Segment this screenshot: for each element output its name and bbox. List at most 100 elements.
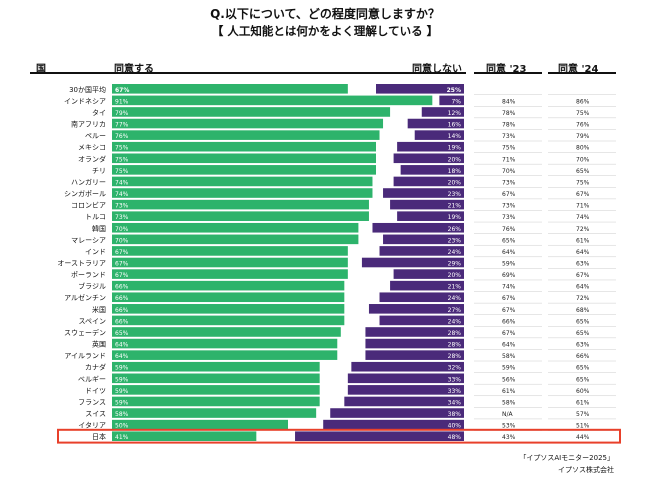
disagree-bar [347,373,464,384]
agree-2024-value: 80% [576,145,590,152]
disagree-value-label: 24% [448,249,462,256]
agree-value-label: 59% [115,399,129,406]
agree-2023-value: 71% [502,156,516,163]
agree-2024-value: 66% [576,353,590,360]
agree-2024-value: 75% [576,110,590,117]
agree-2023-value: 61% [502,388,516,395]
disagree-value-label: 33% [448,388,462,395]
agree-bar [112,246,348,256]
agree-2023-value: 53% [502,423,516,430]
agree-2024-value: 60% [576,388,590,395]
agree-value-label: 50% [115,423,129,430]
agree-2023-value: 84% [502,98,516,105]
header-country: 国 [36,64,46,75]
agree-value-label: 41% [115,434,129,441]
country-label: 米国 [92,305,106,314]
disagree-bar [365,327,464,337]
agree-value-label: 70% [115,237,129,244]
agree-2023-value: 78% [502,110,516,117]
disagree-bar [372,222,464,233]
agree-value-label: 70% [115,226,129,233]
agree-2024-value: 79% [576,133,590,140]
agree-2024-value: 65% [576,330,590,337]
agree-2023-value: 69% [502,272,516,279]
disagree-value-label: 28% [448,330,462,337]
disagree-bar [376,84,464,94]
agree-2023-value: 73% [502,179,516,186]
disagree-bar [383,234,464,245]
agree-bar [112,107,391,117]
agree-value-label: 75% [115,156,129,163]
agree-value-label: 66% [115,318,129,325]
country-label: オーストラリア [57,260,106,268]
agree-value-label: 73% [115,203,129,210]
agree-2024-value: 64% [576,284,590,291]
disagree-value-label: 38% [448,411,462,418]
agree-bar [112,292,345,303]
agree-value-label: 75% [115,168,129,175]
agree-2024-value: 61% [576,399,590,406]
disagree-value-label: 28% [448,342,462,349]
agree-bar [112,118,384,129]
agree-2024-value: 44% [576,434,590,441]
highlight-box [57,428,621,444]
country-label: シンガポール [64,189,106,198]
agree-2023-value: 64% [502,342,516,349]
agree-2024-value: 71% [576,203,590,210]
agree-2023-value: 67% [502,191,516,198]
country-label: 南アフリカ [71,120,106,129]
agree-bar [112,222,359,233]
agree-value-label: 64% [115,353,129,360]
agree-bar [112,188,373,198]
country-label: 日本 [92,432,106,441]
agree-2024-value: 67% [576,272,590,279]
disagree-bar [330,408,464,418]
disagree-bar [397,211,464,221]
country-label: ポーランド [71,271,106,279]
agree-2023-value: 65% [502,237,516,244]
disagree-value-label: 7% [451,98,461,105]
disagree-bar [344,396,464,407]
disagree-bar [390,280,464,291]
disagree-bar [351,361,464,372]
agree-2024-value: 65% [576,168,590,175]
disagree-value-label: 40% [448,423,462,430]
agree-2024-value: 70% [576,156,590,163]
agree-value-label: 64% [115,342,129,349]
header-disagree: 同意しない [412,64,462,75]
agree-2023-value: 58% [502,399,516,406]
agree-2024-value: 67% [576,191,590,198]
disagree-bar [400,165,464,175]
header-agree-2023: 同意 '23 [486,64,527,75]
agree-bar [112,350,338,360]
disagree-value-label: 23% [448,237,462,244]
agree-bar [112,373,320,384]
agree-2023-value: 56% [502,376,516,383]
agree-2023-value: 75% [502,145,516,152]
agree-2024-value: 76% [576,122,590,129]
agree-2024-value: 63% [576,342,590,349]
country-label: 韓国 [92,224,106,233]
chart-subtitle: 【 人工知能とは何かをよく理解している 】 [211,24,439,38]
agree-2023-value: 67% [502,307,516,314]
agree-2023-value: 67% [502,330,516,337]
agree-bar [112,327,341,337]
agree-bar [112,84,348,94]
agree-value-label: 77% [115,122,129,129]
agree-bar [112,304,345,314]
agree-2023-value: 73% [502,133,516,140]
agree-2024-value: 65% [576,318,590,325]
disagree-bar [393,269,464,279]
country-label: ハンガリー [71,177,106,186]
country-label: 30か国平均 [69,85,106,94]
agree-bar [112,385,320,395]
disagree-bar [361,257,464,268]
agree-bar [112,176,373,187]
disagree-value-label: 29% [448,261,462,268]
disagree-bar [397,141,464,152]
country-label: ドイツ [85,387,106,395]
agree-value-label: 58% [115,411,129,418]
agree-value-label: 67% [115,272,129,279]
agree-bar [112,419,288,430]
header-agree: 同意する [114,64,154,75]
